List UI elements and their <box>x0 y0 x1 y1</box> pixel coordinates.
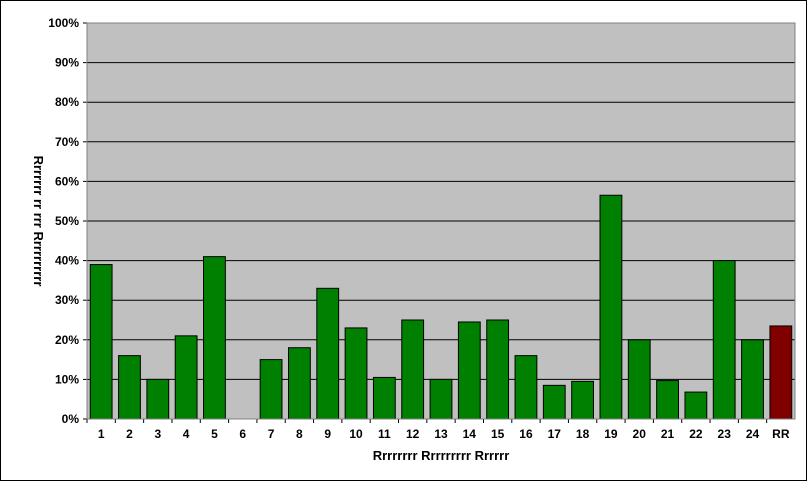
x-tick-label: 4 <box>183 427 190 441</box>
y-tick-label: 80% <box>55 95 79 109</box>
x-axis-title: Rrrrrrrr Rrrrrrrrr Rrrrrr <box>373 448 510 463</box>
x-tick-label: 2 <box>126 427 133 441</box>
bars <box>89 194 793 420</box>
x-tick-label: 19 <box>604 427 618 441</box>
bar-24 <box>741 339 764 420</box>
y-tick-label: 20% <box>55 333 79 347</box>
y-axis-title: Rrrrrrr rr rrr Rrrrrrrrrr <box>31 156 46 287</box>
plot-border <box>86 22 796 420</box>
x-tick-label: 16 <box>519 427 533 441</box>
x-tick-label: 6 <box>239 427 246 441</box>
x-tick-label: 22 <box>689 427 703 441</box>
bar-20 <box>627 339 651 420</box>
bar-10 <box>344 327 368 420</box>
x-axis-ticks: 1 2 3 4 5 6 7 8 9 10 11 12 13 14 15 16 17 18 19 20 21 22 23 24 R… <box>86 418 795 441</box>
bar-8 <box>287 347 311 420</box>
y-tick-label: 90% <box>55 56 79 70</box>
x-tick-label: 24 <box>746 427 760 441</box>
y-tick-label: 30% <box>55 293 79 307</box>
x-tick-label: 23 <box>718 427 732 441</box>
bar-23 <box>712 260 736 420</box>
bar-3 <box>146 378 170 420</box>
bar-9 <box>316 287 340 420</box>
bar-4 <box>174 335 198 420</box>
y-axis-ticks: 0% 10% 20% 30% 40% 50% 60% 70% 80% 90% 100% <box>48 16 88 426</box>
x-tick-label: 13 <box>434 427 448 441</box>
y-tick-label: 60% <box>55 174 79 188</box>
bar-14 <box>457 321 481 420</box>
x-tick-label: 11 <box>378 427 391 441</box>
x-tick-label: 18 <box>576 427 590 441</box>
x-tick-label: 5 <box>211 427 218 441</box>
x-tick-label: 12 <box>406 427 420 441</box>
bar-22 <box>684 391 708 420</box>
x-tick-label: 20 <box>633 427 647 441</box>
bar-13 <box>429 378 453 420</box>
y-tick-label: 10% <box>55 372 79 386</box>
bar-12 <box>401 319 425 420</box>
y-tick-label: 40% <box>55 254 79 268</box>
bar-RR <box>769 325 793 420</box>
x-tick-label: 15 <box>491 427 505 441</box>
bar-21 <box>656 380 679 420</box>
x-tick-label: 7 <box>268 427 275 441</box>
y-tick-label: 70% <box>55 135 79 149</box>
y-tick-label: 100% <box>48 16 79 30</box>
x-tick-label: 1 <box>98 427 105 441</box>
bar-11 <box>372 376 396 420</box>
x-tick-label: 10 <box>349 427 363 441</box>
y-tick-label: 0% <box>62 412 80 426</box>
x-tick-label: 3 <box>154 427 161 441</box>
x-tick-label: 21 <box>661 427 675 441</box>
bar-2 <box>118 355 141 420</box>
x-tick-label: 17 <box>548 427 562 441</box>
bar-16 <box>514 355 538 420</box>
y-tick-label: 50% <box>55 214 79 228</box>
x-tick-label: 14 <box>463 427 477 441</box>
bar-5 <box>203 256 226 420</box>
bar-7 <box>259 359 283 420</box>
bar-17 <box>542 384 566 420</box>
bar-15 <box>486 319 510 420</box>
x-tick-label: 8 <box>296 427 303 441</box>
bar-18 <box>571 380 595 420</box>
bar-1 <box>89 264 113 420</box>
bar-19 <box>599 194 623 420</box>
x-tick-label: 9 <box>324 427 331 441</box>
x-tick-label: RR <box>772 427 790 441</box>
